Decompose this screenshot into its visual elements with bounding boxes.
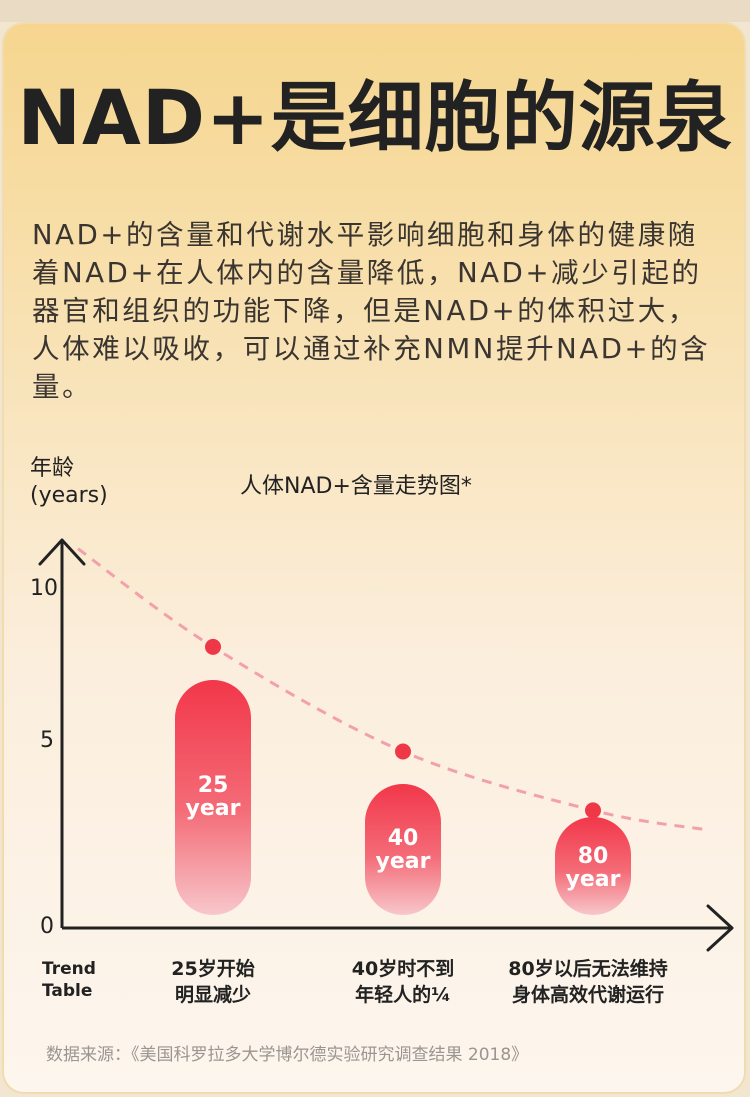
bar-data-label: 40 year — [353, 827, 453, 873]
trend-point — [205, 638, 221, 655]
y-axis-label-line2: (years) — [30, 483, 108, 508]
top-strip — [0, 0, 750, 22]
y-axis-label-line1: 年龄 — [30, 456, 75, 481]
x-axis-label-line1: Trend — [42, 959, 96, 979]
y-tick-label: 0 — [40, 914, 54, 939]
bar-data-label-line: 25 — [197, 773, 229, 799]
category-label: 25岁开始 明显减少 — [143, 956, 283, 1008]
data-source-note: 数据来源：《美国科罗拉多大学博尔德实验研究调查结果 2018》 — [46, 1045, 529, 1065]
bar-data-label-line: year — [375, 848, 431, 874]
category-label-line: 身体高效代谢运行 — [511, 984, 664, 1006]
bar — [175, 679, 251, 915]
bar-data-label: 25 year — [163, 774, 263, 820]
y-axis-label: 年龄 (years) — [30, 455, 108, 509]
bar-data-label-line: 80 — [577, 843, 609, 869]
category-label-line: 年轻人的¼ — [355, 984, 451, 1006]
category-label-line: 25岁开始 — [171, 958, 255, 980]
category-label-line: 80岁以后无法维持 — [508, 958, 668, 980]
bar-data-label-line: 40 — [387, 825, 419, 851]
y-axis-arrowhead — [38, 538, 86, 566]
bar-data-label-line: year — [185, 796, 241, 822]
x-axis-arrowhead — [706, 904, 734, 952]
trend-point — [395, 743, 411, 760]
chart-title: 人体NAD+含量走势图* — [240, 474, 472, 499]
y-tick-label: 10 — [30, 576, 58, 601]
category-label-line: 40岁时不到 — [351, 958, 455, 980]
category-label: 40岁时不到 年轻人的¼ — [333, 956, 473, 1008]
category-label: 80岁以后无法维持 身体高效代谢运行 — [488, 956, 688, 1008]
bar-data-label: 80 year — [543, 845, 643, 891]
page-title: NAD+是细胞的源泉 — [17, 73, 733, 162]
trend-point — [585, 802, 601, 819]
category-label-line: 明显减少 — [174, 984, 251, 1006]
content-card — [2, 22, 746, 1094]
bar — [555, 816, 631, 915]
x-axis-label: Trend Table — [42, 958, 96, 1002]
bar — [365, 784, 441, 915]
y-tick-label: 5 — [40, 728, 54, 753]
x-axis-label-line2: Table — [42, 981, 93, 1001]
bar-data-label-line: year — [565, 866, 621, 892]
description-text: NAD+的含量和代谢水平影响细胞和身体的健康随着NAD+在人体内的含量降低，NA… — [32, 219, 711, 403]
